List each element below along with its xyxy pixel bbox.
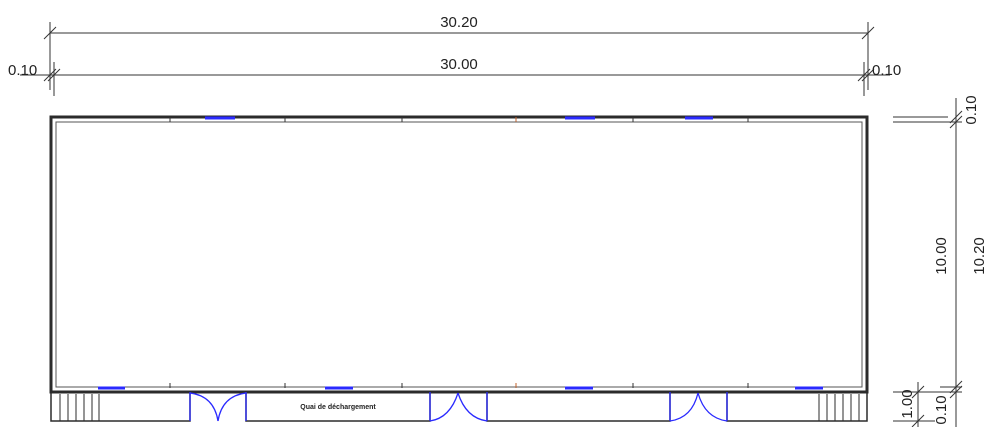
overall-height-label: 10.20 [971,237,987,275]
dock-segment [50,392,191,422]
stairs-right [818,394,860,421]
door-3 [669,392,728,422]
overall-width-label: 30.20 [440,14,478,31]
tick-mark [861,68,875,82]
door-2 [429,392,488,422]
door-1 [189,392,247,422]
building-walls [49,115,869,394]
tick-mark [949,380,963,394]
top-dimensions [20,22,890,96]
dock-segment [486,392,671,422]
tick-mark [949,385,963,399]
tick-mark [857,68,871,82]
dock-segment [726,392,868,422]
right-offset-label: 0.10 [872,62,901,79]
tick-mark [949,115,963,129]
tick-mark [911,414,925,427]
tick-mark [47,68,61,82]
left-offset-label: 0.10 [8,62,37,79]
inner-height-label: 10.00 [933,237,950,275]
tick-mark [861,26,875,40]
dock-depth-label: 1.00 [899,389,916,418]
top-wall-label: 0.10 [963,95,980,124]
right-dimensions [893,98,963,427]
tick-mark [43,26,57,40]
outer-wall [49,115,869,394]
top-wall-markers [169,117,749,122]
tick-mark [43,68,57,82]
stairs-left [59,394,100,421]
dock-label: Quai de déchargement [300,404,376,411]
inner-wall [55,121,863,388]
bottom-wall-label: 0.10 [933,395,950,424]
bottom-wall-markers [169,383,749,388]
tick-mark [949,110,963,124]
inner-width-label: 30.00 [440,56,478,73]
tick-mark [911,385,925,399]
